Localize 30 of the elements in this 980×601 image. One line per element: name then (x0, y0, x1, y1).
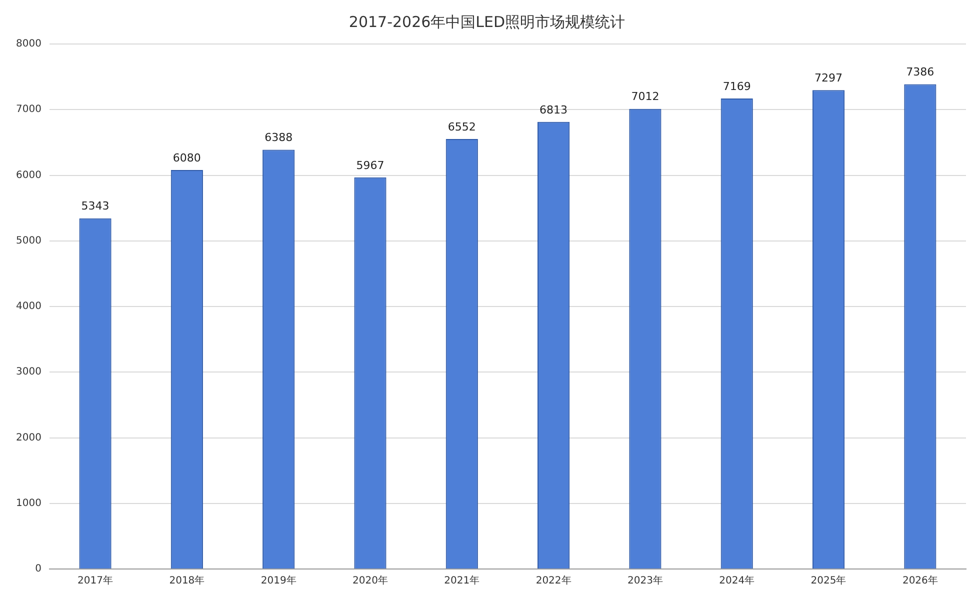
data-label: 5967 (356, 158, 384, 172)
y-tick-label: 6000 (16, 170, 42, 181)
y-tick-label: 4000 (16, 301, 42, 312)
y-tick-label: 1000 (16, 498, 42, 509)
x-tick-label: 2021年 (444, 574, 480, 587)
y-tick-label: 2000 (16, 432, 42, 444)
x-tick-label: 2025年 (810, 574, 846, 587)
data-label: 7297 (814, 71, 843, 84)
data-label: 6388 (264, 131, 293, 144)
y-tick-label: 5000 (16, 235, 42, 246)
y-tick-label: 7000 (16, 104, 42, 116)
data-label: 7386 (906, 66, 934, 79)
y-tick-label: 8000 (16, 38, 42, 50)
x-tick-label: 2026年 (902, 574, 938, 587)
data-label: 6080 (172, 151, 201, 164)
x-tick-label: 2024年 (719, 574, 755, 587)
data-label: 5343 (81, 200, 110, 213)
x-tick-label: 2020年 (352, 574, 388, 587)
data-label: 6813 (540, 103, 568, 116)
x-tick-label: 2018年 (169, 574, 205, 587)
x-tick-label: 2017年 (78, 574, 114, 587)
y-tick-label: 3000 (16, 366, 42, 378)
data-label: 7012 (631, 90, 660, 104)
x-tick-label: 2019年 (260, 574, 296, 587)
data-label: 7169 (722, 80, 751, 93)
x-tick-label: 2023年 (627, 574, 663, 587)
x-tick-label: 2022年 (536, 574, 572, 587)
data-label: 6552 (448, 120, 476, 134)
chart-title: 2017-2026年中国LED照明市场规模统计 (348, 12, 626, 31)
y-tick-label: 0 (35, 564, 42, 575)
